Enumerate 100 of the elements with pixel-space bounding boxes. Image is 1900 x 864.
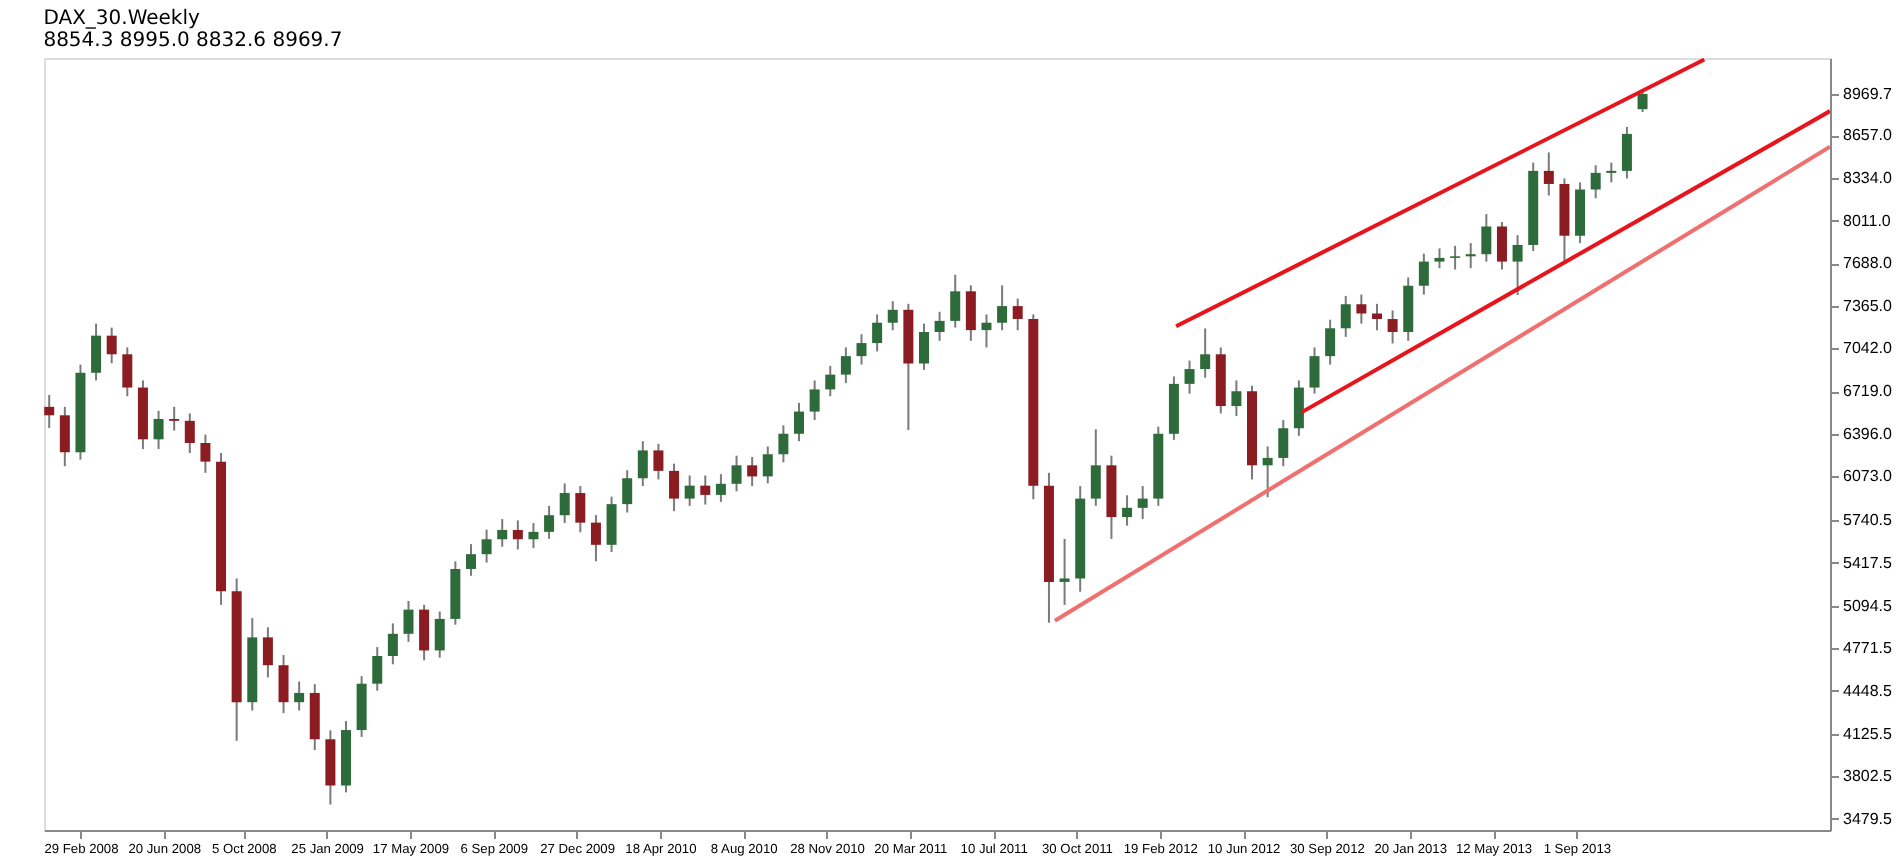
candlestick — [856, 333, 867, 366]
y-tick-label: 8657.0 — [1843, 126, 1894, 145]
y-tick-label: 4125.5 — [1843, 724, 1894, 743]
candlestick — [481, 528, 492, 564]
candlestick — [1403, 276, 1414, 342]
candlestick — [59, 405, 70, 468]
candlestick — [715, 473, 726, 503]
candlestick — [747, 456, 758, 488]
y-tick-label: 3479.5 — [1843, 809, 1894, 828]
candlestick — [91, 322, 102, 382]
candlestick — [762, 445, 773, 485]
candlestick — [1059, 537, 1070, 606]
candlestick — [1200, 327, 1211, 379]
candlestick — [1481, 213, 1492, 263]
candlestick — [153, 409, 164, 451]
y-tick-label: 7042.0 — [1843, 339, 1894, 358]
candlestick — [950, 273, 961, 329]
candlestick — [419, 603, 430, 662]
candlestick — [1590, 164, 1601, 200]
candlestick — [544, 504, 555, 540]
candlestick — [1450, 244, 1461, 271]
candlestick — [1575, 181, 1586, 245]
candlestick — [325, 729, 336, 806]
y-tick-label: 4448.5 — [1843, 681, 1894, 700]
chart-title: DAX_30.Weekly — [43, 8, 201, 30]
candlestick — [1465, 242, 1476, 270]
y-tick-label: 8334.0 — [1843, 168, 1894, 187]
candlestick — [278, 654, 289, 715]
candlestick — [637, 440, 648, 488]
chart-subtitle: 8854.3 8995.0 8832.6 8969.7 — [43, 30, 343, 52]
candlestick — [497, 518, 508, 548]
candlestick — [1606, 161, 1617, 184]
y-tick-label: 7688.0 — [1843, 254, 1894, 273]
candlestick — [684, 474, 695, 507]
candlestick — [918, 322, 929, 371]
candlestick — [1309, 346, 1320, 395]
candlestick — [809, 379, 820, 422]
candlestick — [294, 680, 305, 712]
candlestick — [1543, 151, 1554, 197]
candlestick — [1231, 379, 1242, 418]
candlestick — [1184, 359, 1195, 395]
candlestick — [1293, 379, 1304, 437]
candlestick — [1340, 294, 1351, 338]
y-tick-label: 4771.5 — [1843, 639, 1894, 658]
candlestick — [997, 284, 1008, 332]
candlestick — [44, 393, 55, 429]
y-tick-label: 3802.5 — [1843, 767, 1894, 786]
candlestick — [559, 482, 570, 525]
candlestick — [1356, 293, 1367, 325]
y-tick-label: 8969.7 — [1843, 84, 1894, 103]
candlestick — [622, 469, 633, 514]
candlestick — [169, 405, 180, 432]
candlestick — [1418, 252, 1429, 296]
candlestick — [669, 462, 680, 513]
candlestick — [606, 495, 617, 554]
candlestick — [1012, 297, 1023, 332]
candlestick — [512, 519, 523, 551]
candlestick — [309, 683, 320, 752]
candlestick — [590, 514, 601, 563]
candlestick — [840, 346, 851, 385]
y-tick-label: 5094.5 — [1843, 596, 1894, 615]
candlestick — [1637, 89, 1648, 114]
candlestick — [106, 326, 117, 365]
candlestick — [434, 610, 445, 659]
candlestick — [981, 313, 992, 349]
candlestick — [1262, 445, 1273, 499]
candlestick — [1621, 125, 1632, 180]
candlestick — [465, 543, 476, 577]
y-tick-label: 6396.0 — [1843, 424, 1894, 443]
candlestick — [1387, 309, 1398, 345]
candlestick — [403, 599, 414, 643]
candlestick — [1137, 485, 1148, 521]
candlestick — [825, 364, 836, 398]
candlestick — [200, 433, 211, 474]
candlestick — [965, 284, 976, 342]
y-tick-label: 5740.5 — [1843, 511, 1894, 530]
candlestick — [1325, 318, 1336, 366]
candlestick — [528, 522, 539, 550]
candlestick — [731, 454, 742, 493]
y-tick-label: 8011.0 — [1843, 211, 1892, 230]
candlestick — [575, 485, 586, 534]
candlestick — [934, 310, 945, 342]
y-tick-label: 5417.5 — [1843, 553, 1894, 572]
candlestick — [794, 401, 805, 443]
candlestick — [262, 626, 273, 679]
candlestick — [872, 313, 883, 353]
candlestick — [778, 424, 789, 464]
y-tick-label: 6719.0 — [1843, 382, 1894, 401]
candlestick — [1278, 419, 1289, 468]
candlestick — [1496, 220, 1507, 271]
candlestick — [1434, 247, 1445, 270]
candlestick — [387, 622, 398, 666]
candlestick — [887, 300, 898, 332]
candlestick — [1122, 494, 1133, 527]
candlestick — [356, 675, 367, 738]
candlestick — [372, 646, 383, 692]
candlestick — [700, 474, 711, 506]
candlestick — [122, 346, 133, 398]
candlestick — [653, 442, 664, 481]
y-tick-label: 7365.0 — [1843, 296, 1894, 315]
